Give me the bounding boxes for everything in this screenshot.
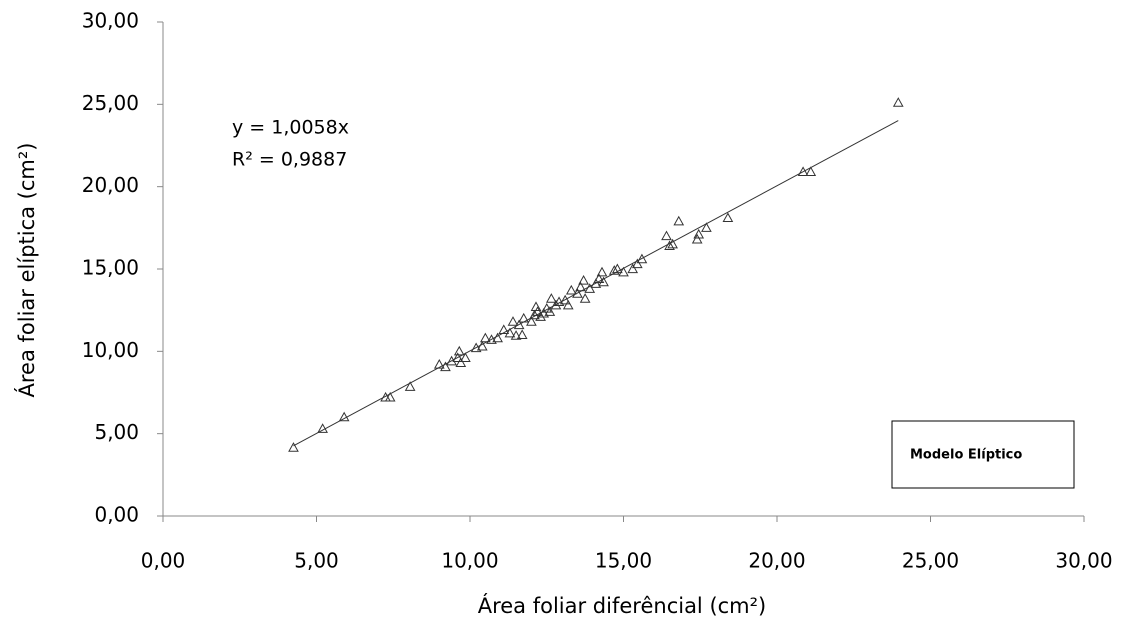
point <box>404 381 416 391</box>
point <box>455 357 467 367</box>
x-axis-title: Área foliar diferêncial (cm²) <box>478 593 767 618</box>
point <box>538 307 550 318</box>
point <box>664 240 675 251</box>
point <box>578 274 589 285</box>
point <box>797 166 809 176</box>
point <box>667 238 678 249</box>
y-tick-label: 0,00 <box>94 503 139 527</box>
point <box>492 332 503 343</box>
point <box>513 319 525 330</box>
point <box>572 288 583 298</box>
point <box>504 327 516 338</box>
r-squared: R² = 0,9887 <box>232 149 347 171</box>
equation: y = 1,0058x <box>232 117 349 139</box>
point <box>486 334 497 344</box>
point <box>460 352 471 363</box>
point <box>598 276 609 287</box>
point <box>612 263 623 274</box>
y-tick-label: 10,00 <box>82 338 139 362</box>
x-tick-label: 15,00 <box>595 549 652 573</box>
point <box>631 258 643 269</box>
x-tick-label: 5,00 <box>294 549 339 573</box>
point <box>562 299 574 310</box>
y-tick-label: 5,00 <box>94 420 139 444</box>
point <box>440 361 451 372</box>
point <box>701 222 712 232</box>
trendline <box>293 120 899 447</box>
point <box>553 296 565 307</box>
x-tick-label: 30,00 <box>1055 549 1112 573</box>
point <box>661 230 672 241</box>
point <box>452 352 464 363</box>
x-tick-label: 10,00 <box>441 549 498 573</box>
point <box>317 423 328 433</box>
point <box>636 253 648 264</box>
point <box>579 293 591 303</box>
y-tick-label: 30,00 <box>82 9 139 33</box>
point <box>673 215 685 226</box>
point <box>532 306 543 316</box>
point <box>691 233 703 244</box>
legend-label: Modelo Elíptico <box>910 448 1022 463</box>
point <box>518 312 530 323</box>
point <box>565 284 577 295</box>
point <box>559 294 571 305</box>
point <box>516 329 528 339</box>
point <box>480 332 491 343</box>
point <box>338 411 350 422</box>
point <box>805 166 817 176</box>
point <box>470 342 482 353</box>
y-tick-label: 25,00 <box>82 91 139 115</box>
point <box>526 316 537 326</box>
x-tick-label: 25,00 <box>902 549 959 573</box>
y-axis-title: Área foliar elíptica (cm²) <box>14 143 39 398</box>
point <box>476 340 488 351</box>
point <box>575 281 586 292</box>
point <box>507 316 519 326</box>
point <box>433 358 445 369</box>
point <box>693 228 705 239</box>
point <box>453 345 465 356</box>
point <box>608 265 620 275</box>
point <box>593 273 605 283</box>
point <box>590 278 602 288</box>
x-tick-label: 0,00 <box>141 549 186 573</box>
y-tick-label: 15,00 <box>82 256 139 280</box>
x-tick-label: 20,00 <box>748 549 805 573</box>
point <box>529 309 540 320</box>
point <box>722 212 734 223</box>
point <box>618 266 629 277</box>
point <box>384 391 396 402</box>
point <box>892 97 904 107</box>
point <box>627 263 639 274</box>
y-tick-label: 20,00 <box>82 173 139 197</box>
point <box>288 442 299 452</box>
point <box>535 311 546 321</box>
point <box>498 324 510 335</box>
point <box>596 266 608 277</box>
legend-box <box>891 420 1075 489</box>
point <box>510 330 522 340</box>
point <box>546 293 557 303</box>
point <box>544 306 556 316</box>
point <box>584 283 596 293</box>
point <box>550 299 562 310</box>
